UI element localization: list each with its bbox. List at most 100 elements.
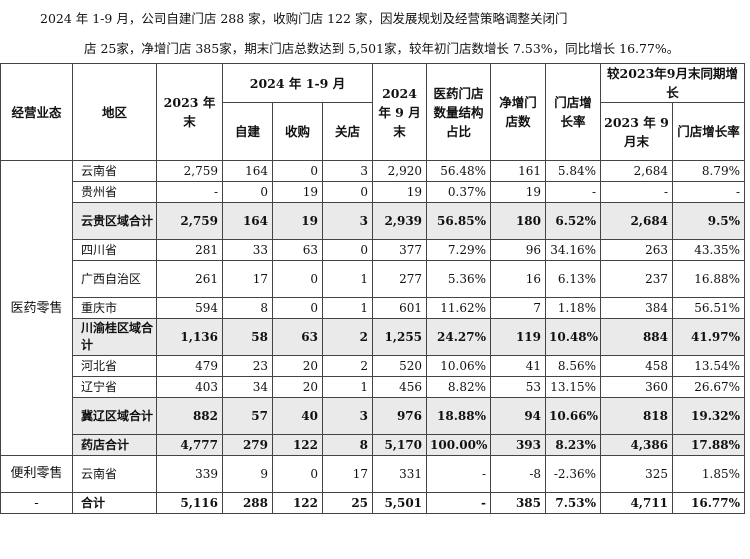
- cell: 6.52%: [545, 202, 602, 240]
- cell: 1.85%: [672, 455, 746, 493]
- cell: 4,711: [600, 492, 674, 514]
- cell: 1,255: [372, 318, 428, 356]
- cell: 1,136: [156, 318, 223, 356]
- cell: 360: [600, 376, 674, 398]
- cell: 2,684: [600, 202, 674, 240]
- header-segment: 经营业态: [0, 63, 73, 161]
- cell: -: [545, 181, 602, 203]
- cell: 16.77%: [672, 492, 746, 514]
- cell: 5,501: [372, 492, 428, 514]
- cell: 1: [321, 260, 374, 298]
- cell: 7.29%: [426, 239, 492, 261]
- cell: 161: [490, 160, 547, 182]
- cell: 8.23%: [545, 434, 602, 456]
- cell: 279: [222, 434, 273, 456]
- cell: 13.15%: [545, 376, 602, 398]
- cell: 882: [156, 397, 223, 435]
- cell: 19: [272, 181, 323, 203]
- cell: 25: [321, 492, 374, 514]
- cell: 0: [222, 181, 273, 203]
- cell: 384: [600, 297, 674, 319]
- cell: 19: [272, 202, 323, 240]
- table-row: 贵州省 - 0 19 0 19 0.37% 19 - - -: [1, 181, 746, 203]
- cell: 8.82%: [426, 376, 492, 398]
- cell: 10.48%: [545, 318, 602, 356]
- cell: 0: [272, 455, 323, 493]
- header-self-built: 自建: [222, 102, 273, 161]
- cell: 8.56%: [545, 355, 602, 377]
- cell: 5,116: [156, 492, 223, 514]
- cell: 34: [222, 376, 273, 398]
- table-row: 便利零售 云南省 339 9 0 17 331 - -8 -2.36% 325 …: [0, 455, 746, 493]
- cell: 339: [156, 455, 223, 493]
- cell: 5,170: [372, 434, 428, 456]
- cell: 9: [222, 455, 273, 493]
- cell: -: [600, 181, 674, 203]
- table-row: 广西自治区 261 17 0 1 277 5.36% 16 6.13% 237 …: [1, 260, 746, 298]
- region-cell: 四川省: [72, 239, 157, 261]
- cell: 385: [490, 492, 547, 514]
- cell: 96: [490, 239, 547, 261]
- cell: 17: [321, 455, 374, 493]
- cell: 8: [222, 297, 273, 319]
- cell: 57: [222, 397, 273, 435]
- cell: 377: [372, 239, 428, 261]
- cell: 20: [272, 376, 323, 398]
- table-row-subtotal: 冀辽区域合计 882 57 40 3 976 18.88% 94 10.66% …: [1, 397, 746, 435]
- cell: 26.67%: [672, 376, 746, 398]
- header-sep2023: 2023 年 9月末: [600, 102, 674, 161]
- cell: 11.62%: [426, 297, 492, 319]
- table-row-subtotal: 川渝桂区域合计 1,136 58 63 2 1,255 24.27% 119 1…: [1, 318, 746, 356]
- cell: 2,759: [156, 160, 223, 182]
- cell: 2: [321, 355, 374, 377]
- cell: 10.66%: [545, 397, 602, 435]
- cell: 17.88%: [672, 434, 746, 456]
- cell: 41.97%: [672, 318, 746, 356]
- table-row-pharmacy-total: 药店合计 4,777 279 122 8 5,170 100.00% 393 8…: [1, 434, 746, 456]
- header-period: 2024 年 1-9 月: [221, 63, 374, 103]
- cell: 24.27%: [426, 318, 492, 356]
- cell: -: [426, 455, 492, 493]
- cell: 3: [321, 202, 374, 240]
- segment-total: -: [0, 492, 73, 514]
- cell: 122: [272, 492, 323, 514]
- cell: 3: [321, 397, 374, 435]
- cell: 16: [490, 260, 547, 298]
- cell: 63: [272, 239, 323, 261]
- cell: 0: [321, 181, 374, 203]
- cell: 393: [490, 434, 547, 456]
- cell: 16.88%: [672, 260, 746, 298]
- intro-line-2: 店 25家，净增门店 385家，期末门店总数达到 5,501家，较年初门店数增长…: [84, 41, 680, 56]
- header-region: 地区: [72, 63, 157, 161]
- region-cell: 川渝桂区域合计: [72, 318, 157, 356]
- cell: 164: [222, 160, 273, 182]
- cell: 976: [372, 397, 428, 435]
- intro-line-1: 2024 年 1-9 月，公司自建门店 288 家，收购门店 122 家，因发展…: [40, 11, 568, 26]
- cell: 119: [490, 318, 547, 356]
- table-row-subtotal: 云贵区域合计 2,759 164 19 3 2,939 56.85% 180 6…: [1, 202, 746, 240]
- header-sep2024: 2024 年 9 月末: [372, 63, 428, 161]
- cell: 180: [490, 202, 547, 240]
- cell: 0.37%: [426, 181, 492, 203]
- cell: 3: [321, 160, 374, 182]
- region-cell: 合计: [72, 492, 157, 514]
- cell: 100.00%: [426, 434, 492, 456]
- cell: 33: [222, 239, 273, 261]
- region-cell: 重庆市: [72, 297, 157, 319]
- cell: 818: [600, 397, 674, 435]
- cell: 34.16%: [545, 239, 602, 261]
- cell: 0: [272, 297, 323, 319]
- cell: 8.79%: [672, 160, 746, 182]
- segment-pharmacy: 医药零售: [0, 160, 73, 456]
- cell: 277: [372, 260, 428, 298]
- segment-convenience: 便利零售: [0, 455, 73, 493]
- cell: 18.88%: [426, 397, 492, 435]
- cell: -: [672, 181, 746, 203]
- table-row-grand-total: - 合计 5,116 288 122 25 5,501 - 385 7.53% …: [0, 492, 746, 514]
- cell: 594: [156, 297, 223, 319]
- cell: 4,777: [156, 434, 223, 456]
- cell: 261: [156, 260, 223, 298]
- header-share: 医药门店数量结构占比: [426, 63, 492, 161]
- table-row: 重庆市 594 8 0 1 601 11.62% 7 1.18% 384 56.…: [1, 297, 746, 319]
- cell: 20: [272, 355, 323, 377]
